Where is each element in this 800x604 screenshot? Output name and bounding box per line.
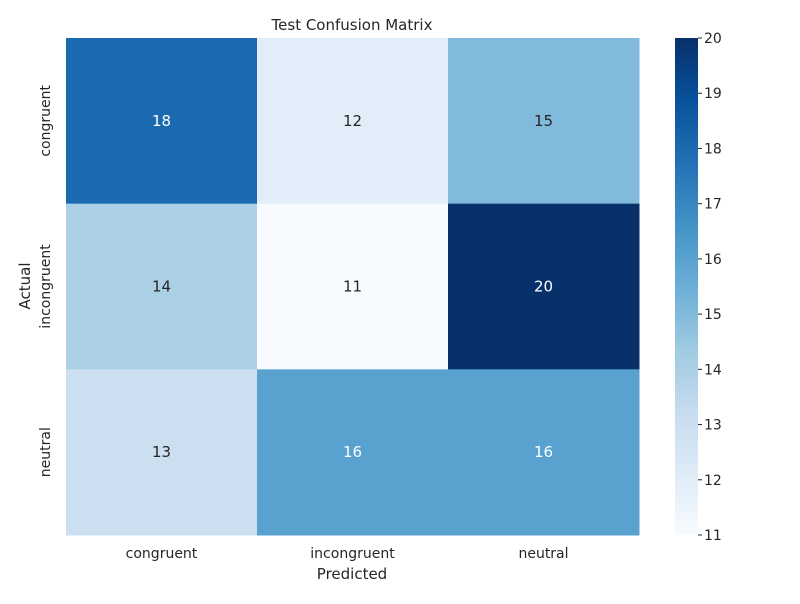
colorbar-tick-labels: 11 12 13 14 15 16 17 18 19 20 — [698, 31, 722, 544]
cell-value: 20 — [534, 278, 553, 296]
colorbar-tick-label: 17 — [704, 197, 722, 213]
cell-value: 14 — [152, 278, 171, 296]
cell-value: 12 — [343, 112, 362, 130]
colorbar-tick-label: 13 — [704, 418, 722, 434]
cell-annotations: 18 12 15 14 11 20 13 16 16 — [152, 112, 553, 461]
cell-value: 15 — [534, 112, 553, 130]
cell-value: 11 — [343, 278, 362, 296]
heatmap-cell — [448, 203, 640, 370]
colorbar-tick-label: 16 — [704, 252, 722, 268]
colorbar-tick-label: 14 — [704, 362, 722, 378]
heatmap-cells — [66, 38, 640, 536]
heatmap-cell — [257, 203, 449, 370]
cell-value: 13 — [152, 443, 171, 461]
x-axis-label: Predicted — [317, 565, 387, 583]
y-tick-label: congruent — [38, 85, 54, 157]
y-axis-label: Actual — [16, 263, 34, 310]
cell-value: 16 — [534, 443, 553, 461]
chart-title: Test Confusion Matrix — [271, 16, 433, 34]
heatmap-cell — [66, 38, 258, 205]
colorbar — [675, 38, 698, 535]
colorbar-tick-label: 11 — [704, 528, 722, 544]
heatmap-cell — [448, 369, 640, 536]
heatmap-cell — [66, 369, 258, 536]
colorbar-tick-label: 12 — [704, 473, 722, 489]
cell-value: 16 — [343, 443, 362, 461]
colorbar-tick-label: 18 — [704, 141, 722, 157]
colorbar-tick-label: 15 — [704, 307, 722, 323]
heatmap-cell — [257, 38, 449, 205]
y-tick-label: neutral — [38, 427, 54, 477]
colorbar-tick-label: 19 — [704, 86, 722, 102]
x-tick-labels: congruent incongruent neutral — [126, 546, 569, 562]
y-tick-label: incongruent — [38, 244, 54, 329]
cell-value: 18 — [152, 112, 171, 130]
x-tick-label: neutral — [518, 546, 568, 562]
colorbar-tick-label: 20 — [704, 31, 722, 47]
heatmap-cell — [448, 38, 640, 205]
x-tick-label: congruent — [126, 546, 198, 562]
y-tick-labels: congruent incongruent neutral — [38, 85, 54, 478]
x-tick-label: incongruent — [310, 546, 395, 562]
heatmap-cell — [66, 203, 258, 370]
heatmap-cell — [257, 369, 449, 536]
